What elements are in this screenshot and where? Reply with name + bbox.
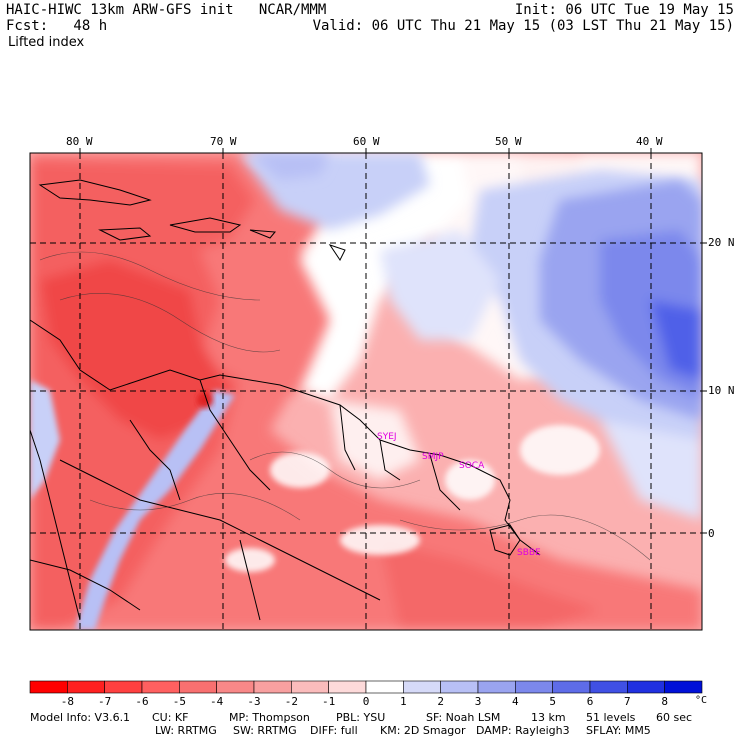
colorbar-tick-label: 5 xyxy=(549,695,556,708)
colorbar-swatch xyxy=(328,680,367,694)
colorbar-swatch xyxy=(477,680,516,694)
colorbar-swatch xyxy=(291,680,329,694)
footer-item: 51 levels xyxy=(586,711,636,724)
model-title: HAIC-HIWC 13km ARW-GFS init NCAR/MMM xyxy=(6,2,327,18)
colorbar-swatch xyxy=(365,680,404,694)
footer-item: DAMP: Rayleigh3 xyxy=(476,724,570,737)
lon-label-60w: 60 W xyxy=(353,135,380,148)
colorbar-tick-label: -8 xyxy=(60,695,74,708)
footer-item: MP: Thompson xyxy=(229,711,310,724)
colorbar-tick-label: 4 xyxy=(512,695,519,708)
strong-negative-core xyxy=(197,392,213,408)
lon-label-80w: 80 W xyxy=(66,135,93,148)
footer-item: PBL: YSU xyxy=(336,711,386,724)
colorbar-tick-label: -1 xyxy=(322,695,336,708)
colorbar-swatch xyxy=(664,680,703,694)
lon-label-50w: 50 W xyxy=(495,135,522,148)
footer-item: 60 sec xyxy=(656,711,693,724)
axis-ticks xyxy=(79,148,707,534)
coastlines xyxy=(30,179,541,621)
colorbar-tick-label: -2 xyxy=(284,695,298,708)
lon-label-70w: 70 W xyxy=(210,135,237,148)
footer-item: Model Info: V3.6.1 xyxy=(30,711,131,724)
colorbar-tick-label: 3 xyxy=(474,695,482,708)
station-sbbe: SBBE xyxy=(517,548,541,558)
colorbar-tick-label: 7 xyxy=(624,695,631,708)
colorbar-swatch xyxy=(403,680,441,694)
colorbar-swatch xyxy=(216,680,255,694)
colorbar-unit: °C xyxy=(694,695,708,706)
lat-label-10n: 10 N xyxy=(708,384,735,397)
lon-label-40w: 40 W xyxy=(636,135,663,148)
li-contours xyxy=(39,251,651,561)
footer-item: DIFF: full xyxy=(310,724,358,737)
colorbar-swatch xyxy=(440,680,479,694)
colorbar-tick-label: 2 xyxy=(437,695,444,708)
lat-label-0: 0 xyxy=(708,527,715,540)
colorbar-swatch xyxy=(627,680,665,694)
colorbar-tick-label: -3 xyxy=(247,695,261,708)
colorbar-swatch xyxy=(552,680,591,694)
colorbar-swatch xyxy=(179,680,217,694)
field-name: Lifted index xyxy=(8,35,85,50)
colorbar-swatch xyxy=(589,680,628,694)
colorbar-tick-label: 0 xyxy=(362,695,370,708)
colorbar-swatch xyxy=(104,680,143,694)
footer-item: CU: KF xyxy=(152,711,189,724)
colorbar-swatch xyxy=(67,680,105,694)
colorbar-tick-label: -7 xyxy=(98,695,112,708)
valid-time: Valid: 06 UTC Thu 21 May 15 (03 LST Thu … xyxy=(312,18,734,34)
footer-item: LW: RRTMG xyxy=(155,724,217,737)
forecast-hour: Fcst: 48 h xyxy=(6,18,108,34)
colorbar-tick-label: 8 xyxy=(661,695,668,708)
footer-item: SFLAY: MM5 xyxy=(586,724,651,737)
colorbar-swatch xyxy=(29,680,68,694)
station-soca: SOCA xyxy=(459,461,485,471)
andes-positive-streak xyxy=(30,380,235,630)
colorbar-tick-label: 6 xyxy=(586,695,594,708)
station-smjp: SMJP xyxy=(422,452,444,462)
colorbar-swatch xyxy=(515,680,553,694)
lat-lon-grid xyxy=(30,153,702,630)
colorbar-swatch xyxy=(141,680,180,694)
colorbar-tick-label: -5 xyxy=(172,695,186,708)
colorbar xyxy=(29,680,703,694)
footer-item: KM: 2D Smagor xyxy=(380,724,466,737)
init-time: Init: 06 UTC Tue 19 May 15 xyxy=(514,2,734,18)
colorbar-tick-label: -4 xyxy=(210,695,224,708)
colorbar-tick-label: -6 xyxy=(135,695,149,708)
colorbar-swatch xyxy=(253,680,292,694)
station-syej: SYEJ xyxy=(377,432,397,442)
footer-item: SF: Noah LSM xyxy=(426,711,501,724)
lat-label-20n: 20 N xyxy=(708,236,735,249)
footer-item: 13 km xyxy=(531,711,566,724)
colorbar-tick-label: 1 xyxy=(400,695,407,708)
footer-item: SW: RRTMG xyxy=(233,724,297,737)
